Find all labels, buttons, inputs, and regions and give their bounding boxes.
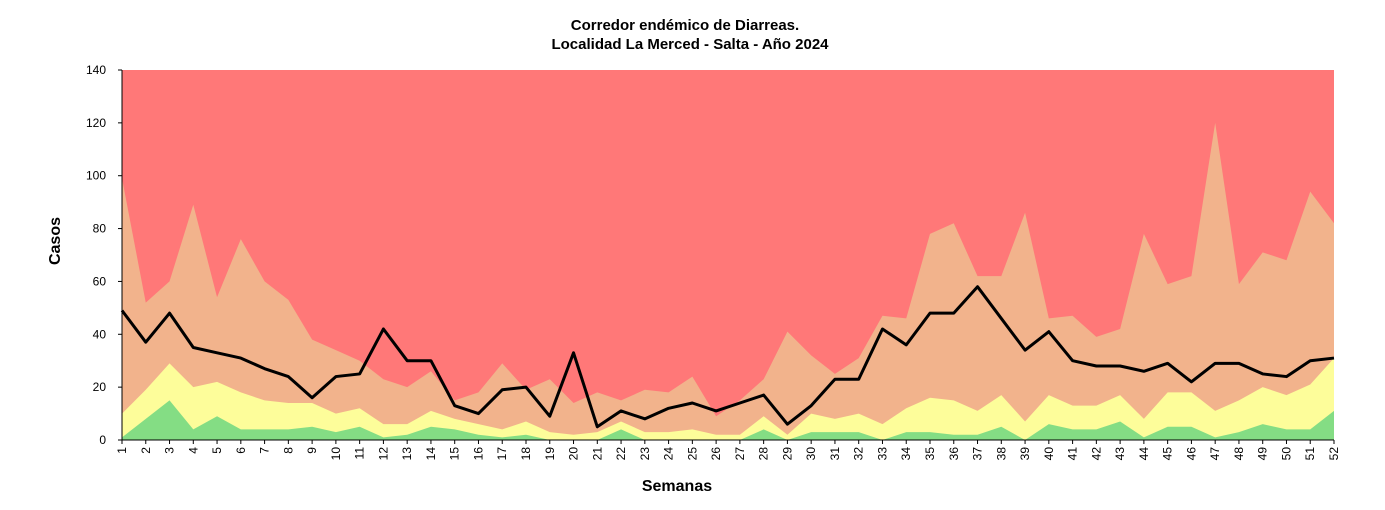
x-tick-label: 43 xyxy=(1113,447,1127,461)
band-area-2 xyxy=(122,358,1334,440)
x-tick-label: 11 xyxy=(353,447,367,460)
y-tick-label: 80 xyxy=(93,222,107,236)
chart-title-line2: Localidad La Merced - Salta - Año 2024 xyxy=(551,36,829,53)
x-tick-label: 13 xyxy=(400,447,414,461)
x-tick-label: 17 xyxy=(495,447,509,461)
x-tick-label: 49 xyxy=(1256,447,1270,461)
x-tick-label: 9 xyxy=(305,447,319,454)
y-tick-label: 40 xyxy=(93,327,107,341)
plot-area xyxy=(120,70,1335,441)
x-tick-label: 4 xyxy=(186,447,200,454)
x-tick-label: 50 xyxy=(1279,447,1293,461)
x-tick-label: 44 xyxy=(1137,447,1151,461)
x-tick-label: 28 xyxy=(757,447,771,461)
y-tick-label: 100 xyxy=(86,169,106,183)
x-tick-label: 34 xyxy=(899,447,913,461)
x-tick-label: 30 xyxy=(804,447,818,461)
x-tick-label: 16 xyxy=(471,447,485,461)
x-tick-label: 45 xyxy=(1161,447,1175,461)
y-tick-label: 0 xyxy=(99,433,106,447)
x-tick-label: 46 xyxy=(1184,447,1198,461)
y-tick-label: 60 xyxy=(93,274,107,288)
x-tick-label: 33 xyxy=(875,447,889,461)
x-tick-label: 42 xyxy=(1089,447,1103,461)
x-tick-label: 6 xyxy=(234,447,248,454)
x-tick-label: 52 xyxy=(1327,447,1341,461)
x-tick-label: 15 xyxy=(448,447,462,461)
y-axis: 0 20 40 60 80 100 120 140 xyxy=(86,63,123,447)
x-tick-label: 14 xyxy=(424,447,438,461)
x-tick-label: 31 xyxy=(828,447,842,461)
y-axis-title: Casos xyxy=(47,217,64,265)
x-tick-label: 24 xyxy=(662,447,676,461)
x-tick-label: 27 xyxy=(733,447,747,461)
x-tick-label: 1 xyxy=(115,447,129,454)
x-tick-label: 37 xyxy=(971,447,985,461)
x-tick-label: 21 xyxy=(590,447,604,461)
x-tick-label: 3 xyxy=(163,447,177,454)
x-tick-label: 32 xyxy=(852,447,866,461)
x-tick-label: 18 xyxy=(519,447,533,461)
x-tick-label: 2 xyxy=(139,447,153,454)
x-tick-label: 29 xyxy=(780,447,794,461)
x-tick-label: 48 xyxy=(1232,447,1246,461)
x-tick-label: 19 xyxy=(543,447,557,461)
x-axis-title: Semanas xyxy=(642,478,712,495)
x-tick-label: 36 xyxy=(947,447,961,461)
x-tick-label: 5 xyxy=(210,447,224,454)
x-tick-label: 41 xyxy=(1066,447,1080,461)
x-tick-label: 10 xyxy=(329,447,343,461)
x-tick-label: 39 xyxy=(1018,447,1032,461)
x-tick-label: 23 xyxy=(638,447,652,461)
x-tick-label: 12 xyxy=(376,447,390,461)
x-tick-label: 38 xyxy=(994,447,1008,461)
series-line-1 xyxy=(120,285,1335,429)
x-tick-label: 40 xyxy=(1042,447,1056,461)
band-area-3 xyxy=(122,122,1334,441)
band-area-1 xyxy=(122,400,1334,440)
x-tick-label: 25 xyxy=(685,447,699,461)
x-tick-label: 26 xyxy=(709,447,723,461)
x-tick-label: 47 xyxy=(1208,447,1222,461)
x-tick-label: 20 xyxy=(567,447,581,461)
x-tick-label: 51 xyxy=(1303,447,1317,461)
y-tick-label: 20 xyxy=(93,380,107,394)
y-tick-label: 140 xyxy=(86,63,106,77)
x-tick-label: 7 xyxy=(258,447,272,454)
x-tick-label: 35 xyxy=(923,447,937,461)
x-tick-label: 22 xyxy=(614,447,628,461)
y-tick-label: 120 xyxy=(86,116,106,130)
x-axis: 1 2 3 4 5 6 7 8 9 10 11 12 13 14 15 16 17 18 19 20 21 22 23 24 2… xyxy=(115,439,1341,461)
chart-title-line1: Corredor endémico de Diarreas. xyxy=(571,17,799,34)
x-tick-label: 8 xyxy=(281,447,295,454)
